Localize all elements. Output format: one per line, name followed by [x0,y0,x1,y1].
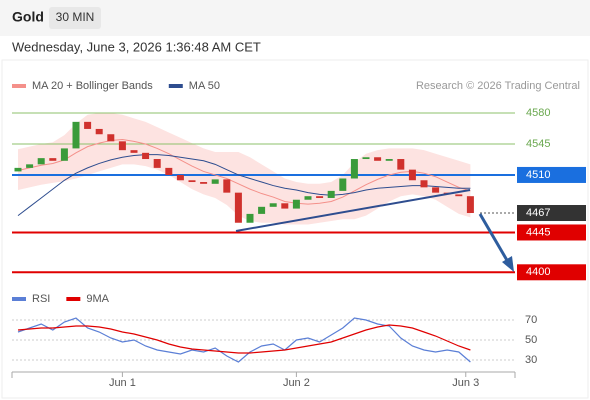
candle [420,180,428,188]
legend-swatch [66,297,81,301]
candle [118,141,126,151]
candle [397,159,405,170]
legend-swatch [12,297,26,301]
x-tick-label: Jun 2 [283,377,310,389]
legend-label: MA 50 [189,80,220,92]
candle [142,152,150,160]
candle [37,158,45,165]
trendline [235,189,471,232]
arrow-head [502,256,514,272]
candle [304,196,312,200]
candle [327,190,335,198]
candle [408,169,416,181]
level-label: 4400 [526,266,550,278]
source: Research © 2026 Trading Central [416,80,580,92]
title: Gold [12,9,44,25]
candle [234,192,242,223]
candle [211,179,219,184]
frame [1,59,589,399]
x-tick-label: Jun 1 [109,377,136,389]
arrow [478,213,510,263]
y-tick-label: 70 [525,314,537,326]
datetime: Wednesday, June 3, 2026 1:36:48 AM CET [12,39,261,54]
candle [385,159,393,161]
y-tick-label: 50 [525,334,537,346]
timeframe-box [49,7,101,29]
candle [72,121,80,149]
level-label: 4467 [526,207,550,219]
level-box [517,205,586,222]
candle [107,134,115,142]
candle [258,206,266,214]
candle [374,157,382,161]
level-box [517,166,586,183]
candle [281,203,289,209]
level-label: 4445 [526,226,550,238]
candle [432,187,440,193]
series-line [17,317,471,363]
candle [339,178,347,191]
candle [316,196,324,198]
candle [176,174,184,181]
candle [188,180,196,183]
series-line [17,324,471,354]
candle [49,158,57,161]
legend-label: MA 20 + Bollinger Bands [32,80,153,92]
legend-swatch [168,84,183,88]
level-label: 4580 [526,107,550,119]
y-tick-label: 30 [525,354,537,366]
candle [455,194,463,197]
candle [14,167,22,172]
candle [269,203,277,207]
candle [362,157,370,160]
candle [60,148,68,161]
candle [84,121,92,129]
legend-label: 9MA [86,293,109,305]
legend-label: RSI [32,293,50,305]
legend-swatch [12,84,26,88]
level-box [517,264,586,281]
level-label: 4510 [526,169,550,181]
x-tick-label: Jun 3 [452,377,479,389]
candle [246,213,254,223]
level-box [517,224,586,241]
candle [466,196,474,214]
indicator-line [17,139,471,205]
candle [350,159,358,179]
indicator-line [17,154,471,217]
candle [165,167,173,175]
candle [95,128,103,135]
candle [130,150,138,153]
timeframe[interactable]: 30 MIN [56,10,95,24]
candle [153,159,161,168]
candle [292,199,300,209]
candle [200,182,208,184]
candle [223,179,231,193]
level-label: 4545 [526,138,550,150]
candle [26,164,34,168]
